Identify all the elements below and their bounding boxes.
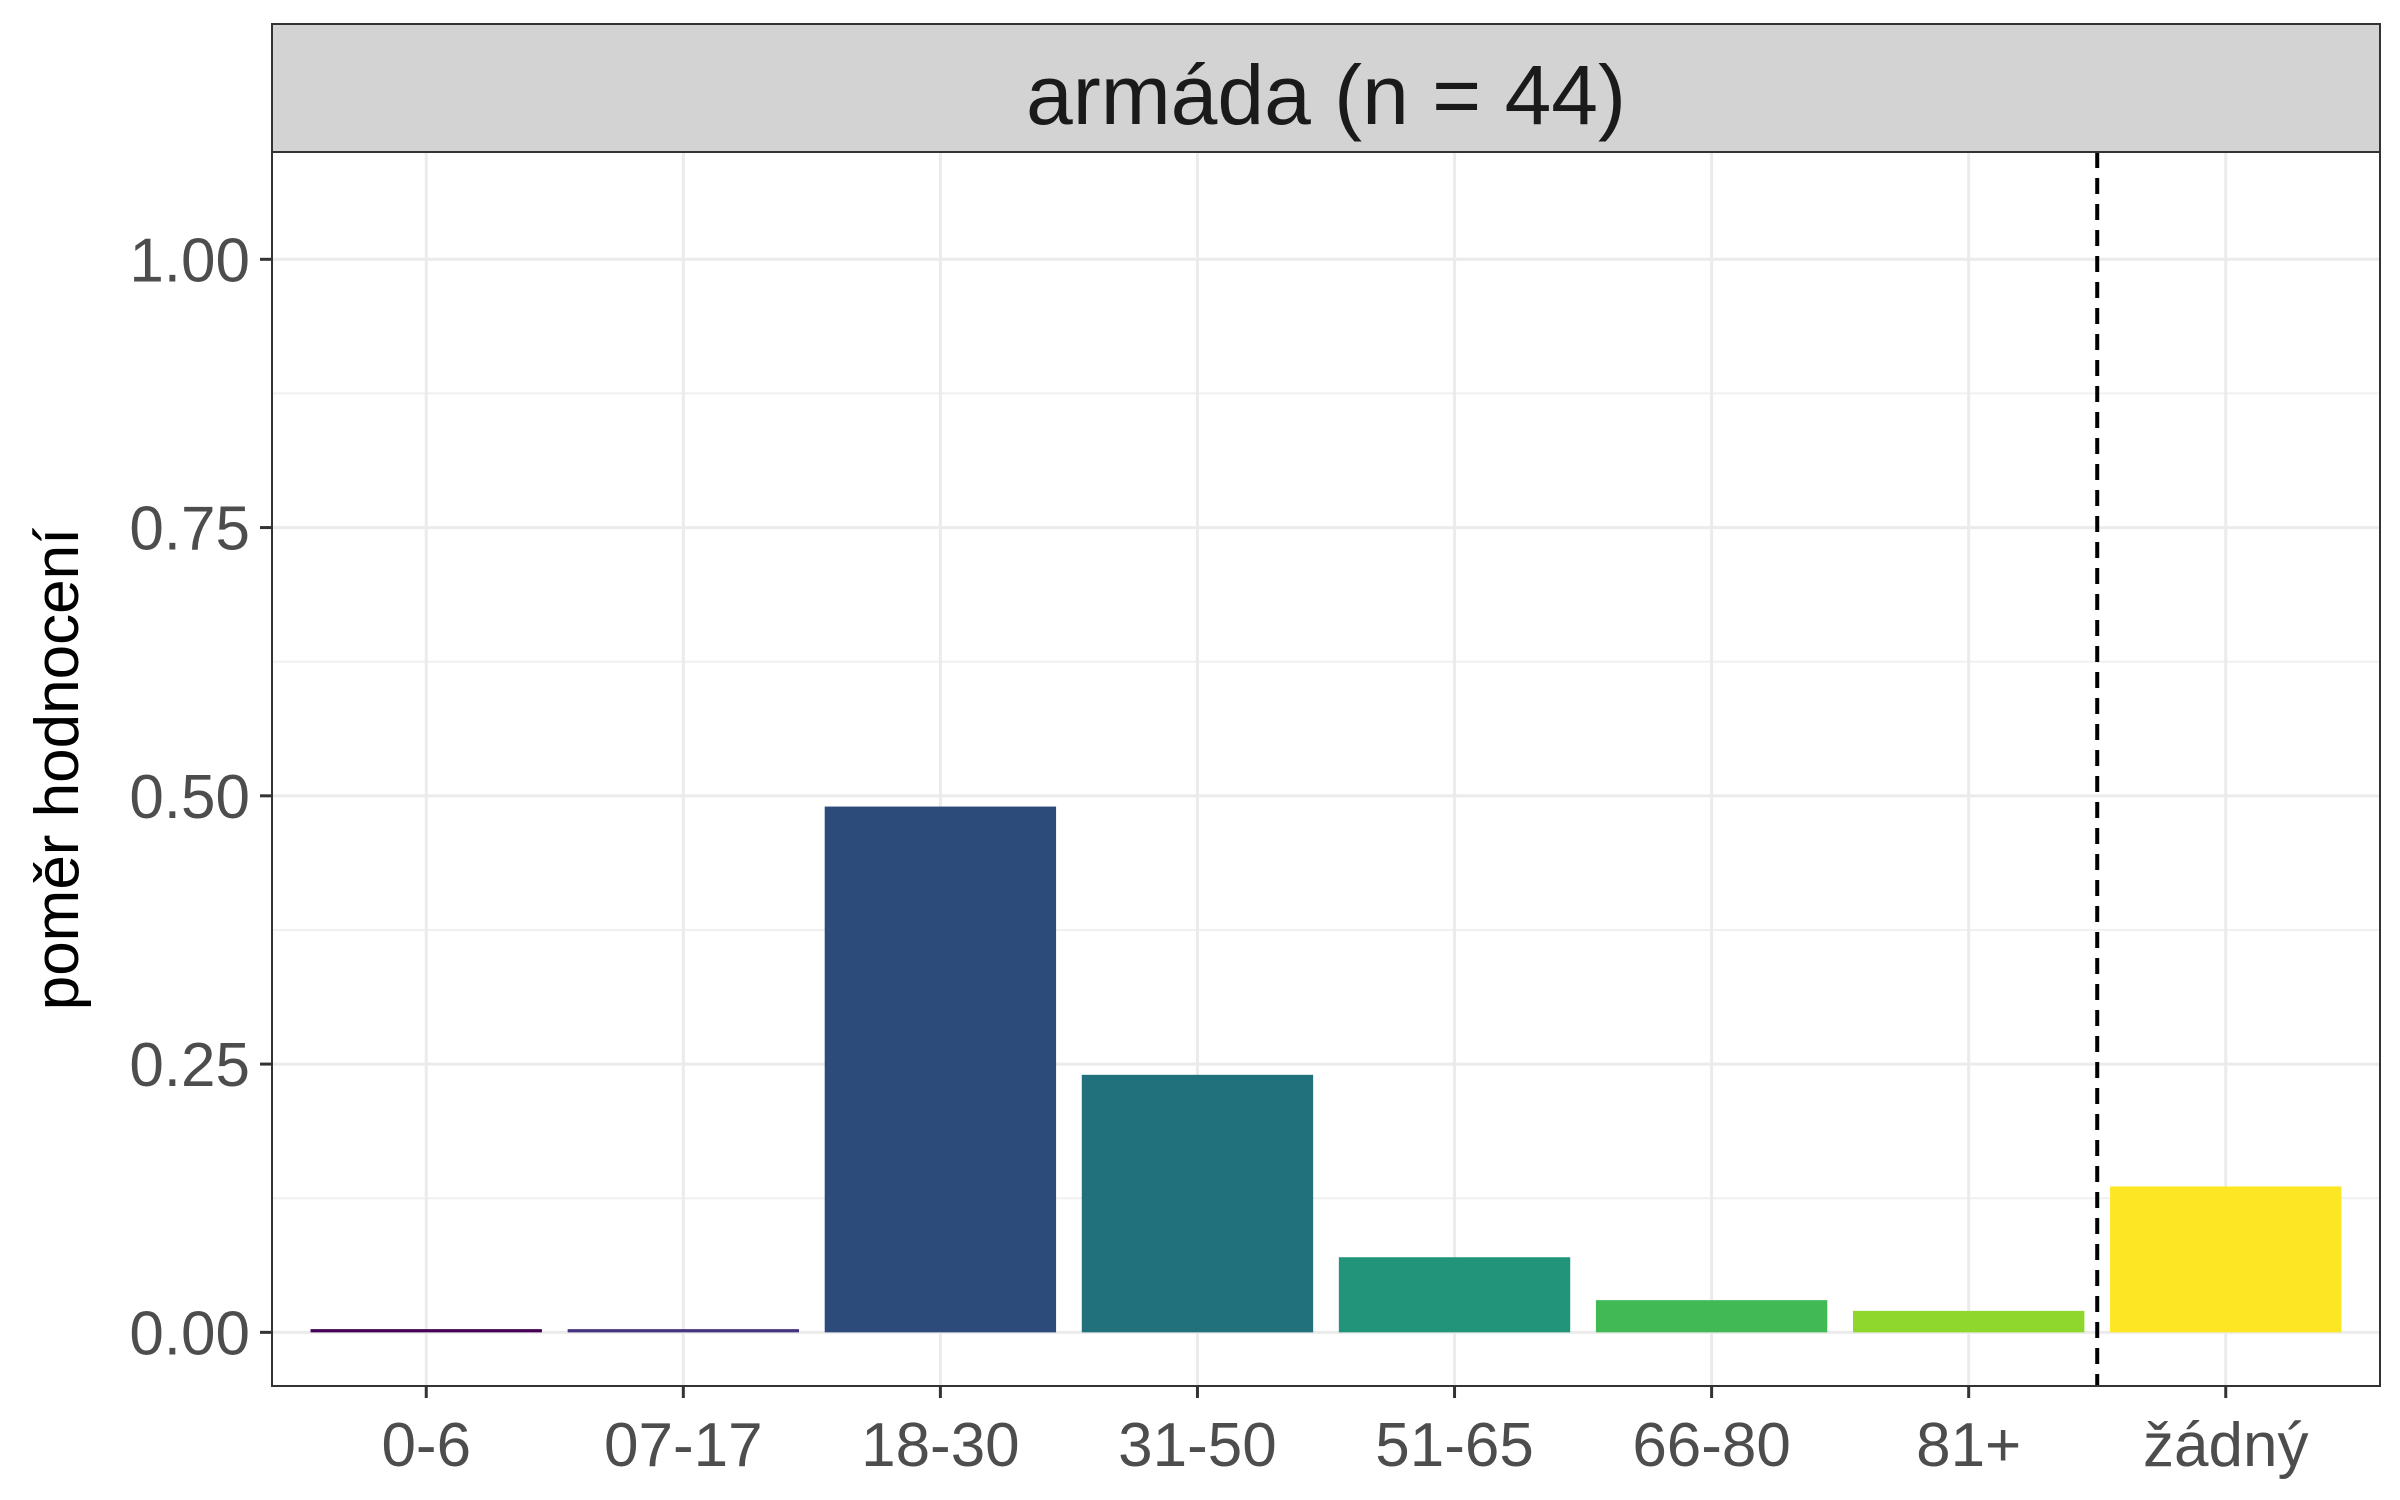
y-tick-label: 0.25: [129, 1031, 250, 1100]
grid-major: [272, 152, 2380, 1386]
bar: [1081, 1074, 1314, 1333]
x-tick-label: 81+: [1916, 1411, 2021, 1480]
x-tick-label: 31-50: [1118, 1411, 1277, 1480]
bar: [567, 1329, 799, 1333]
x-axis: 0-6 07-17 18-30 31-50 51-65 66-80 81+ žádný: [381, 1386, 2308, 1480]
y-axis-title: poměr hodnocení: [23, 528, 92, 1011]
x-tick-label: 18-30: [861, 1411, 1020, 1480]
x-tick-label: 66-80: [1632, 1411, 1791, 1480]
facet-strip: [271, 23, 2381, 153]
plot-panel: [272, 152, 2380, 1386]
bar: [1853, 1310, 2085, 1333]
x-tick-label: žádný: [2143, 1411, 2308, 1480]
y-tick-label: 0.00: [129, 1299, 250, 1368]
bar: [2110, 1186, 2342, 1333]
bar: [1338, 1257, 1571, 1333]
bars: [310, 806, 2342, 1333]
grid-minor: [272, 392, 2380, 1200]
facet-title: armáda (n = 44): [1026, 48, 1626, 142]
x-tick-label: 07-17: [604, 1411, 763, 1480]
y-tick-label: 0.75: [129, 495, 250, 564]
x-tick-label: 0-6: [381, 1411, 471, 1480]
bar: [824, 806, 1057, 1333]
bar: [310, 1329, 542, 1333]
y-tick-label: 1.00: [129, 226, 250, 295]
plot-border: [271, 151, 2381, 1387]
bar: [1595, 1300, 1828, 1333]
x-tick-label: 51-65: [1375, 1411, 1534, 1480]
y-axis: 0.00 0.25 0.50 0.75 1.00: [129, 226, 272, 1368]
y-tick-label: 0.50: [129, 763, 250, 832]
